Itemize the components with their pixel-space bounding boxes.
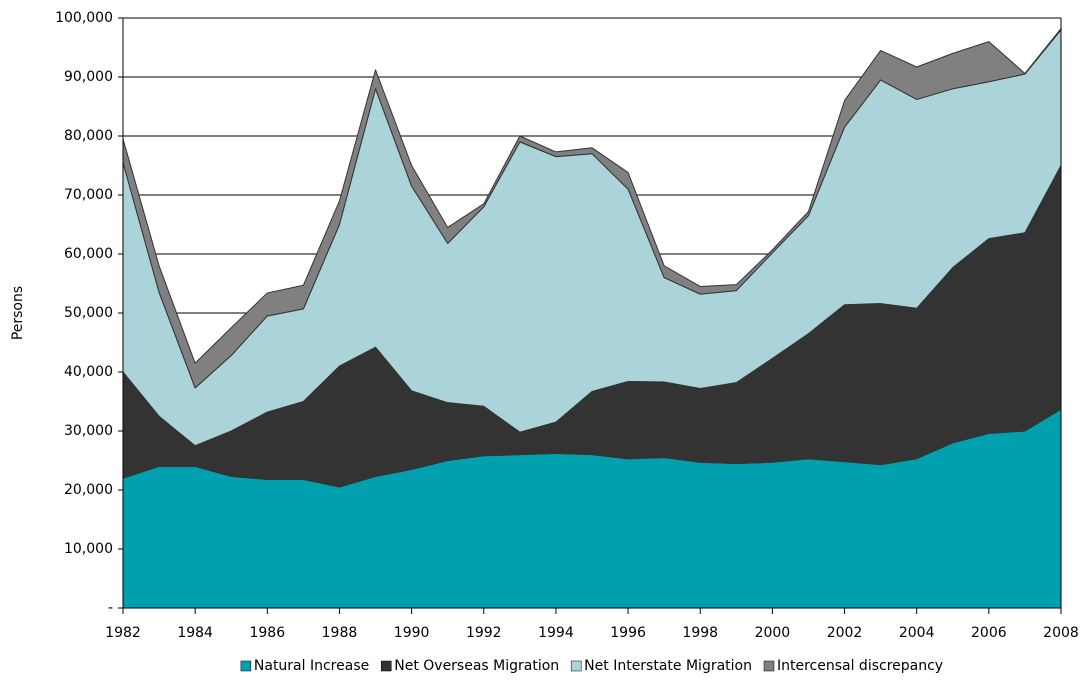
legend-swatch <box>763 660 775 672</box>
y-tick-label: 90,000 <box>64 69 113 85</box>
x-tick-label: 1992 <box>466 625 502 641</box>
x-tick-label: 1996 <box>610 625 646 641</box>
y-tick-label: 80,000 <box>64 128 113 144</box>
legend-label: Net Overseas Migration <box>394 658 559 674</box>
x-tick-label: 2002 <box>827 625 863 641</box>
x-tick-label: 1988 <box>322 625 358 641</box>
x-tick-label: 2000 <box>755 625 791 641</box>
legend-label: Net Interstate Migration <box>584 658 752 674</box>
x-tick-label: 1998 <box>682 625 718 641</box>
y-tick-label: - <box>108 600 113 616</box>
y-axis-label: Persons <box>10 286 26 340</box>
x-tick-label: 2006 <box>971 625 1007 641</box>
y-tick-label: 10,000 <box>64 541 113 557</box>
y-tick-label: 40,000 <box>64 364 113 380</box>
y-tick-label: 20,000 <box>64 482 113 498</box>
legend-swatch <box>380 660 392 672</box>
legend-swatch <box>240 660 252 672</box>
x-tick-label: 1990 <box>394 625 430 641</box>
y-tick-label: 100,000 <box>55 10 113 26</box>
x-tick-label: 2004 <box>899 625 935 641</box>
x-tick-label: 1984 <box>177 625 213 641</box>
y-tick-label: 60,000 <box>64 246 113 262</box>
legend-label: Intercensal discrepancy <box>777 658 943 674</box>
x-tick-label: 1982 <box>105 625 141 641</box>
legend-swatch <box>570 660 582 672</box>
x-tick-label: 1986 <box>249 625 285 641</box>
y-tick-label: 30,000 <box>64 423 113 439</box>
y-tick-label: 70,000 <box>64 187 113 203</box>
x-tick-label: 2008 <box>1043 625 1079 641</box>
legend-label: Natural Increase <box>254 658 369 674</box>
x-tick-label: 1994 <box>538 625 574 641</box>
y-tick-label: 50,000 <box>64 305 113 321</box>
